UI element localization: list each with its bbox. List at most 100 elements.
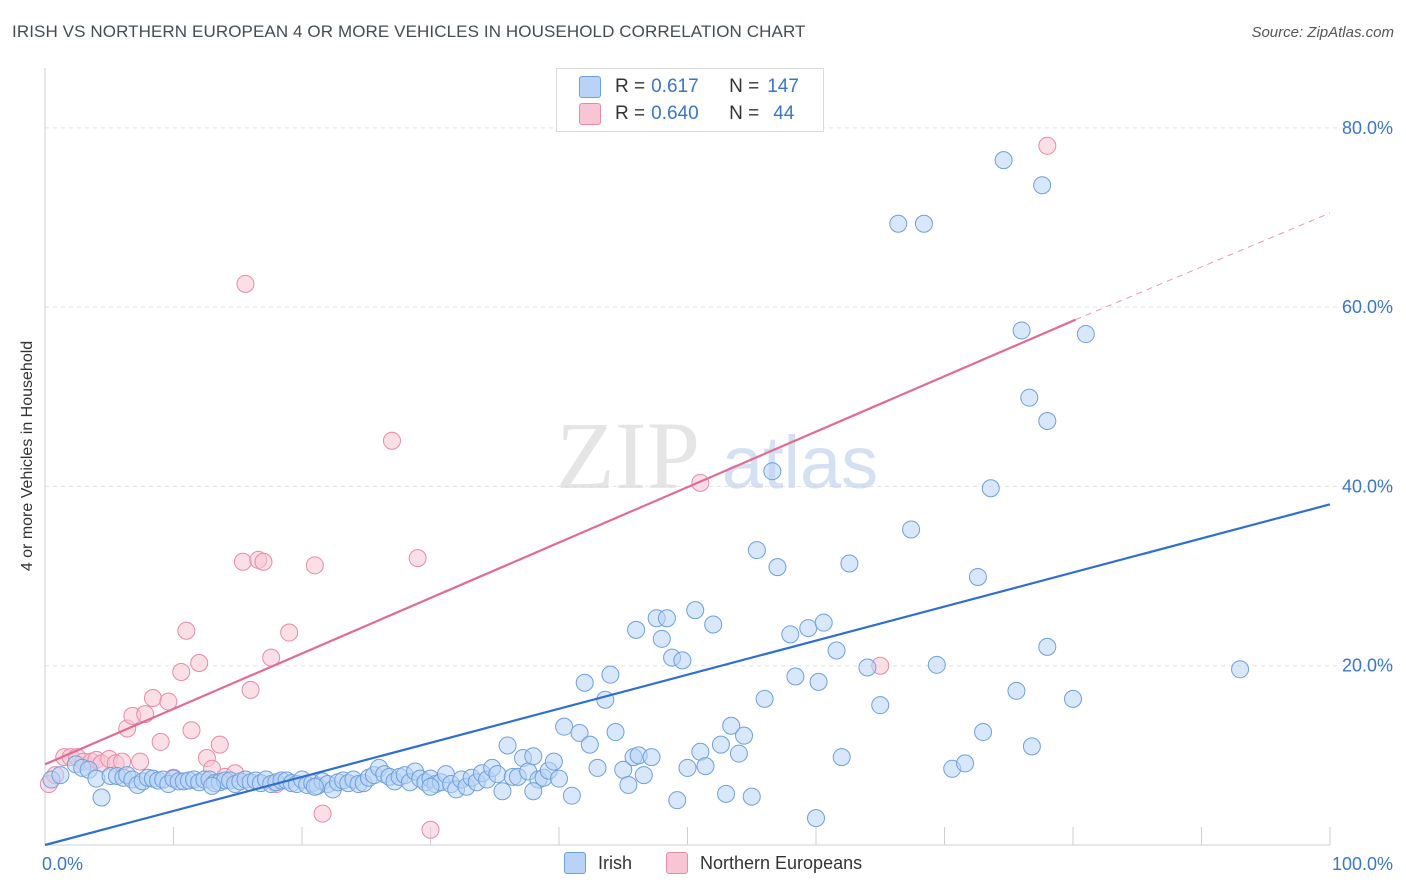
irish-point bbox=[1012, 321, 1031, 340]
legend-row-northern-europeans: R = 0.640 N = 44 bbox=[579, 101, 794, 127]
irish-point bbox=[717, 784, 736, 803]
irish-point bbox=[493, 782, 512, 801]
trend-lines bbox=[44, 212, 1331, 847]
irish-point bbox=[652, 629, 671, 648]
irish-point bbox=[786, 667, 805, 686]
correlation-legend: R = 0.617 N = 147 R = 0.640 N = 44 bbox=[556, 68, 824, 132]
northern-europeans-point bbox=[143, 688, 162, 707]
irish-point bbox=[657, 609, 676, 628]
irish-point bbox=[696, 757, 715, 776]
irish-point bbox=[1231, 660, 1250, 679]
watermark-atlas: atlas bbox=[722, 421, 878, 504]
irish-point bbox=[570, 723, 589, 742]
irish-point bbox=[524, 782, 543, 801]
irish-point bbox=[814, 613, 833, 632]
irish-point bbox=[203, 776, 222, 795]
irish-point bbox=[686, 601, 705, 620]
irish-point bbox=[981, 479, 1000, 498]
irish-point bbox=[580, 735, 599, 754]
r-value-irish: 0.617 bbox=[651, 76, 699, 97]
irish-point bbox=[588, 758, 607, 777]
irish-point bbox=[619, 775, 638, 794]
legend-label-irish: Irish bbox=[598, 852, 633, 873]
y-tick-label: 20.0% bbox=[1342, 656, 1393, 676]
northern-europeans-point bbox=[151, 732, 170, 751]
r-label: R = bbox=[615, 103, 646, 124]
irish-point bbox=[1020, 388, 1039, 407]
irish-point bbox=[768, 558, 787, 577]
northern-europeans-point bbox=[313, 804, 332, 823]
irish-point bbox=[1007, 681, 1026, 700]
northern-europeans-trend-extension bbox=[1075, 212, 1331, 321]
irish-point bbox=[92, 788, 111, 807]
legend-item-northern-europeans[interactable]: Northern Europeans bbox=[666, 852, 862, 874]
northern-europeans-point bbox=[131, 752, 150, 771]
series-legend: Irish Northern Europeans bbox=[0, 852, 1406, 878]
irish-point bbox=[968, 567, 987, 586]
irish-point bbox=[711, 735, 730, 754]
northern-europeans-point bbox=[233, 552, 252, 571]
irish-point bbox=[914, 214, 933, 233]
irish-point bbox=[840, 554, 859, 573]
irish-point bbox=[827, 641, 846, 660]
irish-point bbox=[807, 809, 825, 828]
irish-point bbox=[498, 736, 517, 755]
n-value-irish: 147 bbox=[767, 76, 799, 97]
northern-europeans-point bbox=[408, 549, 427, 568]
irish-point bbox=[555, 717, 574, 736]
y-tick-label: 60.0% bbox=[1342, 297, 1393, 317]
irish-point bbox=[781, 625, 800, 644]
irish-point bbox=[668, 791, 687, 810]
northern-europeans-trend-line bbox=[44, 318, 1077, 766]
northern-europeans-swatch bbox=[579, 103, 601, 125]
northern-europeans-points bbox=[39, 136, 1057, 839]
irish-point bbox=[755, 689, 774, 708]
irish-point bbox=[562, 786, 581, 805]
irish-swatch bbox=[579, 76, 601, 98]
irish-point bbox=[544, 752, 563, 771]
irish-point bbox=[722, 716, 741, 735]
irish-point bbox=[627, 620, 646, 639]
legend-item-irish[interactable]: Irish bbox=[564, 852, 632, 874]
irish-point bbox=[51, 766, 70, 785]
northern-europeans-point bbox=[177, 621, 196, 640]
irish-point bbox=[799, 619, 818, 638]
northern-europeans-point bbox=[236, 274, 255, 293]
irish-point bbox=[735, 726, 754, 745]
irish-trend-line bbox=[44, 503, 1331, 847]
tick-labels: 20.0% 40.0% 60.0% 80.0% 0.0% 100.0% bbox=[42, 118, 1393, 874]
irish-point bbox=[704, 615, 723, 634]
irish-point bbox=[927, 655, 946, 674]
irish-point bbox=[956, 754, 975, 773]
northern-europeans-point bbox=[210, 735, 229, 754]
n-label: N = bbox=[729, 103, 760, 124]
irish-point bbox=[809, 672, 828, 691]
northern-europeans-point bbox=[241, 680, 260, 699]
irish-point bbox=[747, 541, 766, 560]
watermark: ZIP atlas bbox=[556, 402, 878, 509]
y-tick-label: 80.0% bbox=[1342, 118, 1393, 138]
irish-point bbox=[974, 723, 993, 742]
legend-label-northern-europeans: Northern Europeans bbox=[700, 852, 863, 873]
irish-point bbox=[1033, 176, 1052, 195]
irish-point bbox=[601, 665, 620, 684]
chart-title: IRISH VS NORTHERN EUROPEAN 4 OR MORE VEH… bbox=[12, 22, 806, 41]
irish-point bbox=[1022, 737, 1041, 756]
y-tick-label: 40.0% bbox=[1342, 476, 1393, 496]
irish-point bbox=[550, 769, 568, 788]
n-value-northern-europeans: 44 bbox=[773, 103, 795, 124]
n-label: N = bbox=[729, 76, 760, 97]
northern-europeans-point bbox=[382, 431, 401, 450]
irish-point bbox=[642, 748, 661, 767]
northern-europeans-point bbox=[172, 662, 191, 681]
irish-point bbox=[1038, 411, 1057, 430]
irish-point bbox=[634, 766, 653, 785]
irish-point bbox=[1038, 637, 1057, 656]
irish-point bbox=[678, 758, 697, 777]
r-value-northern-europeans: 0.640 bbox=[651, 103, 699, 124]
irish-point bbox=[673, 651, 692, 670]
irish-point bbox=[1076, 325, 1095, 344]
northern-europeans-point bbox=[1038, 136, 1057, 155]
x-tick-label-min: 0.0% bbox=[42, 854, 83, 874]
